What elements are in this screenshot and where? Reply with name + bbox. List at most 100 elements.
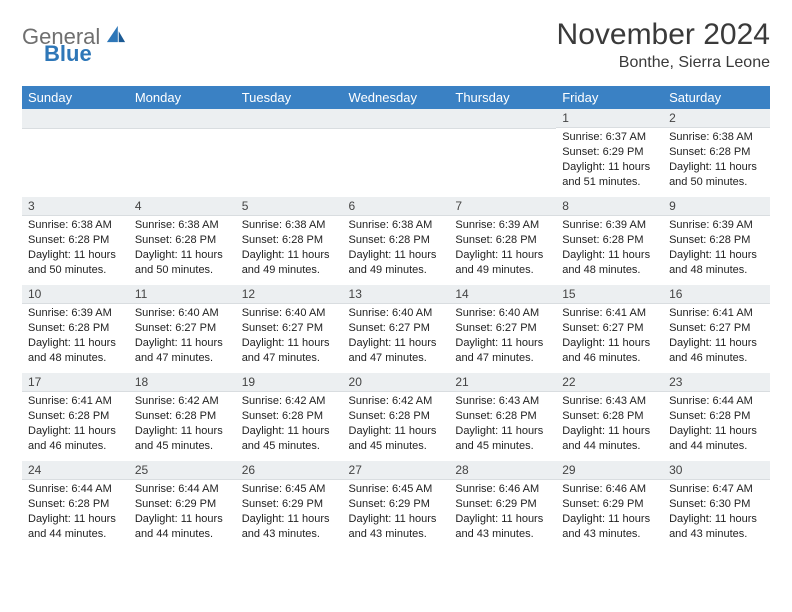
sunset-text: Sunset: 6:28 PM <box>349 233 444 248</box>
sunrise-text: Sunrise: 6:43 AM <box>562 394 657 409</box>
daylight-text-2: and 50 minutes. <box>135 263 230 278</box>
sunset-text: Sunset: 6:27 PM <box>562 321 657 336</box>
day-number: 2 <box>663 109 770 128</box>
day-number: 13 <box>343 285 450 304</box>
day-number: 19 <box>236 373 343 392</box>
daylight-text-1: Daylight: 11 hours <box>135 248 230 263</box>
daylight-text-1: Daylight: 11 hours <box>669 336 764 351</box>
daylight-text-2: and 48 minutes. <box>28 351 123 366</box>
calendar-cell: 19Sunrise: 6:42 AMSunset: 6:28 PMDayligh… <box>236 373 343 461</box>
sunrise-text: Sunrise: 6:40 AM <box>242 306 337 321</box>
sunset-text: Sunset: 6:29 PM <box>349 497 444 512</box>
calendar-cell: 13Sunrise: 6:40 AMSunset: 6:27 PMDayligh… <box>343 285 450 373</box>
empty-day <box>449 109 556 129</box>
logo: General Blue <box>22 24 127 65</box>
day-number: 28 <box>449 461 556 480</box>
calendar-week-row: 17Sunrise: 6:41 AMSunset: 6:28 PMDayligh… <box>22 373 770 461</box>
sunset-text: Sunset: 6:27 PM <box>242 321 337 336</box>
daylight-text-1: Daylight: 11 hours <box>135 512 230 527</box>
calendar-table: SundayMondayTuesdayWednesdayThursdayFrid… <box>22 86 770 549</box>
calendar-cell: 10Sunrise: 6:39 AMSunset: 6:28 PMDayligh… <box>22 285 129 373</box>
day-details: Sunrise: 6:40 AMSunset: 6:27 PMDaylight:… <box>343 304 450 369</box>
daylight-text-2: and 49 minutes. <box>349 263 444 278</box>
calendar-week-row: 10Sunrise: 6:39 AMSunset: 6:28 PMDayligh… <box>22 285 770 373</box>
daylight-text-1: Daylight: 11 hours <box>135 336 230 351</box>
calendar-cell: 3Sunrise: 6:38 AMSunset: 6:28 PMDaylight… <box>22 197 129 285</box>
day-number: 22 <box>556 373 663 392</box>
sunrise-text: Sunrise: 6:42 AM <box>242 394 337 409</box>
sunset-text: Sunset: 6:28 PM <box>242 233 337 248</box>
calendar-week-row: 1Sunrise: 6:37 AMSunset: 6:29 PMDaylight… <box>22 109 770 197</box>
day-details: Sunrise: 6:42 AMSunset: 6:28 PMDaylight:… <box>236 392 343 457</box>
calendar-body: 1Sunrise: 6:37 AMSunset: 6:29 PMDaylight… <box>22 109 770 549</box>
calendar-cell: 20Sunrise: 6:42 AMSunset: 6:28 PMDayligh… <box>343 373 450 461</box>
calendar-cell: 4Sunrise: 6:38 AMSunset: 6:28 PMDaylight… <box>129 197 236 285</box>
sunrise-text: Sunrise: 6:39 AM <box>669 218 764 233</box>
day-details: Sunrise: 6:41 AMSunset: 6:27 PMDaylight:… <box>556 304 663 369</box>
sunrise-text: Sunrise: 6:38 AM <box>135 218 230 233</box>
sunrise-text: Sunrise: 6:38 AM <box>242 218 337 233</box>
day-number: 11 <box>129 285 236 304</box>
day-details: Sunrise: 6:40 AMSunset: 6:27 PMDaylight:… <box>449 304 556 369</box>
daylight-text-1: Daylight: 11 hours <box>455 336 550 351</box>
sunset-text: Sunset: 6:28 PM <box>669 233 764 248</box>
day-number: 29 <box>556 461 663 480</box>
sunrise-text: Sunrise: 6:39 AM <box>28 306 123 321</box>
day-number: 9 <box>663 197 770 216</box>
sunrise-text: Sunrise: 6:42 AM <box>135 394 230 409</box>
sunset-text: Sunset: 6:28 PM <box>562 233 657 248</box>
sunset-text: Sunset: 6:29 PM <box>455 497 550 512</box>
weekday-header: Friday <box>556 86 663 109</box>
sunrise-text: Sunrise: 6:41 AM <box>669 306 764 321</box>
daylight-text-1: Daylight: 11 hours <box>669 424 764 439</box>
daylight-text-2: and 43 minutes. <box>349 527 444 542</box>
calendar-cell <box>22 109 129 197</box>
calendar-cell: 16Sunrise: 6:41 AMSunset: 6:27 PMDayligh… <box>663 285 770 373</box>
day-number: 21 <box>449 373 556 392</box>
sunrise-text: Sunrise: 6:44 AM <box>28 482 123 497</box>
daylight-text-1: Daylight: 11 hours <box>242 336 337 351</box>
calendar-cell <box>236 109 343 197</box>
daylight-text-1: Daylight: 11 hours <box>669 248 764 263</box>
empty-day <box>22 109 129 129</box>
weekday-header: Thursday <box>449 86 556 109</box>
day-details: Sunrise: 6:38 AMSunset: 6:28 PMDaylight:… <box>22 216 129 281</box>
sunset-text: Sunset: 6:27 PM <box>669 321 764 336</box>
daylight-text-2: and 48 minutes. <box>669 263 764 278</box>
sunrise-text: Sunrise: 6:42 AM <box>349 394 444 409</box>
empty-day <box>129 109 236 129</box>
sunset-text: Sunset: 6:28 PM <box>242 409 337 424</box>
calendar-cell: 2Sunrise: 6:38 AMSunset: 6:28 PMDaylight… <box>663 109 770 197</box>
day-details: Sunrise: 6:44 AMSunset: 6:28 PMDaylight:… <box>663 392 770 457</box>
header: General Blue November 2024 Bonthe, Sierr… <box>22 18 770 72</box>
day-number: 10 <box>22 285 129 304</box>
daylight-text-1: Daylight: 11 hours <box>349 336 444 351</box>
daylight-text-1: Daylight: 11 hours <box>349 424 444 439</box>
day-number: 12 <box>236 285 343 304</box>
sunrise-text: Sunrise: 6:43 AM <box>455 394 550 409</box>
sunset-text: Sunset: 6:29 PM <box>562 497 657 512</box>
day-number: 27 <box>343 461 450 480</box>
sunset-text: Sunset: 6:29 PM <box>562 145 657 160</box>
daylight-text-2: and 45 minutes. <box>349 439 444 454</box>
daylight-text-1: Daylight: 11 hours <box>562 160 657 175</box>
day-details: Sunrise: 6:39 AMSunset: 6:28 PMDaylight:… <box>663 216 770 281</box>
daylight-text-2: and 44 minutes. <box>135 527 230 542</box>
calendar-cell <box>449 109 556 197</box>
sunset-text: Sunset: 6:27 PM <box>349 321 444 336</box>
sunset-text: Sunset: 6:28 PM <box>669 145 764 160</box>
calendar-cell: 9Sunrise: 6:39 AMSunset: 6:28 PMDaylight… <box>663 197 770 285</box>
day-number: 4 <box>129 197 236 216</box>
calendar-cell: 12 Sunrise: 6:40 AMSunset: 6:27 PMDayligh… <box>236 285 343 373</box>
sunrise-text: Sunrise: 6:44 AM <box>669 394 764 409</box>
sunrise-text: Sunrise: 6:39 AM <box>455 218 550 233</box>
daylight-text-1: Daylight: 11 hours <box>455 424 550 439</box>
sunset-text: Sunset: 6:27 PM <box>455 321 550 336</box>
day-number: 18 <box>129 373 236 392</box>
daylight-text-2: and 45 minutes. <box>455 439 550 454</box>
sunrise-text: Sunrise: 6:40 AM <box>455 306 550 321</box>
day-details: Sunrise: 6:46 AMSunset: 6:29 PMDaylight:… <box>556 480 663 545</box>
weekday-header-row: SundayMondayTuesdayWednesdayThursdayFrid… <box>22 86 770 109</box>
sunrise-text: Sunrise: 6:40 AM <box>349 306 444 321</box>
sunrise-text: Sunrise: 6:47 AM <box>669 482 764 497</box>
